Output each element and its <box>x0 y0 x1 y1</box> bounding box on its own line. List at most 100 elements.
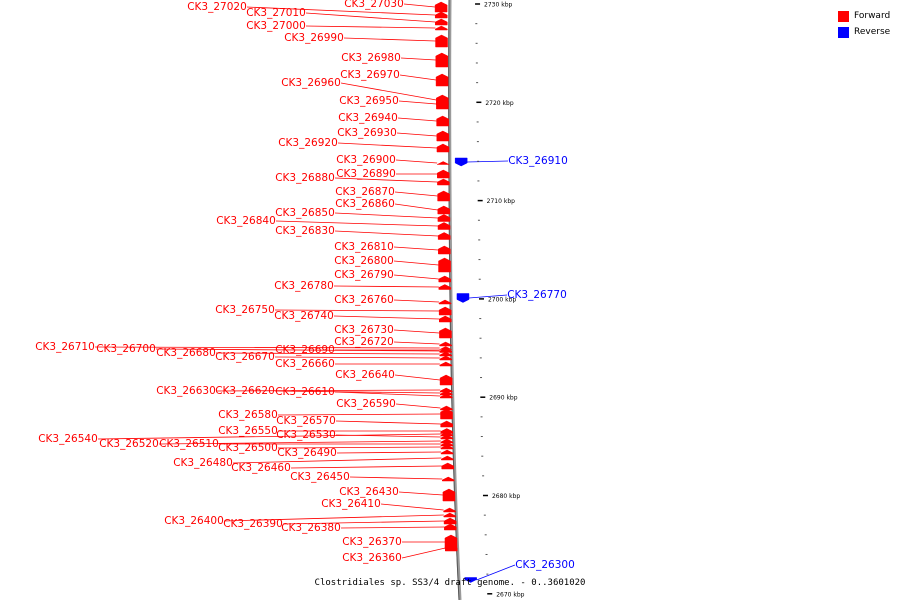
gene-feature-ck3_26490[interactable] <box>440 449 454 455</box>
gene-label-ck3_26680[interactable]: CK3_26680 <box>156 347 216 359</box>
gene-label-ck3_26810[interactable]: CK3_26810 <box>334 241 394 253</box>
gene-label-ck3_26710[interactable]: CK3_26710 <box>35 341 95 353</box>
gene-label-ck3_26970[interactable]: CK3_26970 <box>340 69 400 81</box>
gene-feature-ck3_27000[interactable] <box>435 25 448 31</box>
gene-feature-ck3_26910[interactable] <box>454 157 468 167</box>
gene-label-ck3_26530[interactable]: CK3_26530 <box>276 429 336 441</box>
gene-label-ck3_26840[interactable]: CK3_26840 <box>216 215 276 227</box>
gene-feature-ck3_26900[interactable] <box>437 161 450 165</box>
gene-label-ck3_26950[interactable]: CK3_26950 <box>339 95 399 107</box>
gene-feature-ck3_26750[interactable] <box>438 306 452 316</box>
gene-label-ck3_26890[interactable]: CK3_26890 <box>336 168 396 180</box>
gene-label-ck3_26390[interactable]: CK3_26390 <box>223 518 283 530</box>
gene-feature-ck3_26410[interactable] <box>443 507 456 513</box>
gene-label-ck3_26860[interactable]: CK3_26860 <box>335 198 395 210</box>
gene-feature-ck3_26830[interactable] <box>437 232 451 240</box>
gene-label-ck3_27010[interactable]: CK3_27010 <box>246 7 306 19</box>
gene-label-ck3_26450[interactable]: CK3_26450 <box>290 471 350 483</box>
gene-label-ck3_26370[interactable]: CK3_26370 <box>342 536 402 548</box>
gene-feature-ck3_26970[interactable] <box>435 73 449 87</box>
gene-feature-ck3_26640[interactable] <box>439 374 453 386</box>
gene-feature-ck3_26740[interactable] <box>439 315 452 323</box>
gene-label-ck3_26630[interactable]: CK3_26630 <box>156 385 216 397</box>
gene-feature-ck3_26990[interactable] <box>435 34 448 48</box>
gene-label-ck3_26540[interactable]: CK3_26540 <box>38 433 98 445</box>
gene-feature-ck3_26510[interactable] <box>440 441 454 447</box>
gene-feature-ck3_26720[interactable] <box>439 341 452 347</box>
gene-label-ck3_26570[interactable]: CK3_26570 <box>276 415 336 427</box>
gene-label-ck3_26800[interactable]: CK3_26800 <box>334 255 394 267</box>
gene-feature-ck3_26380[interactable] <box>444 523 457 531</box>
gene-feature-ck3_26620[interactable] <box>439 390 453 396</box>
gene-label-ck3_26460[interactable]: CK3_26460 <box>231 462 291 474</box>
gene-label-ck3_26580[interactable]: CK3_26580 <box>218 409 278 421</box>
gene-label-ck3_26510[interactable]: CK3_26510 <box>159 438 219 450</box>
gene-label-ck3_26700[interactable]: CK3_26700 <box>96 343 156 355</box>
gene-label-ck3_26490[interactable]: CK3_26490 <box>277 447 337 459</box>
gene-label-ck3_26480[interactable]: CK3_26480 <box>173 457 233 469</box>
gene-label-ck3_26640[interactable]: CK3_26640 <box>335 369 395 381</box>
gene-label-ck3_26360[interactable]: CK3_26360 <box>342 552 402 564</box>
gene-label-ck3_26500[interactable]: CK3_26500 <box>218 442 278 454</box>
gene-feature-ck3_27010[interactable] <box>435 18 448 26</box>
gene-label-ck3_26870[interactable]: CK3_26870 <box>335 186 395 198</box>
gene-feature-ck3_26590[interactable] <box>440 405 453 411</box>
gene-feature-ck3_26780[interactable] <box>438 284 452 290</box>
gene-label-ck3_26770[interactable]: CK3_26770 <box>507 289 567 301</box>
gene-label-ck3_26940[interactable]: CK3_26940 <box>338 112 398 124</box>
gene-label-ck3_26380[interactable]: CK3_26380 <box>281 522 341 534</box>
gene-feature-ck3_26430[interactable] <box>442 488 456 502</box>
gene-feature-ck3_26770[interactable] <box>456 293 470 303</box>
gene-label-ck3_26880[interactable]: CK3_26880 <box>275 172 335 184</box>
gene-feature-ck3_26580[interactable] <box>440 408 453 420</box>
gene-feature-ck3_26300[interactable] <box>464 577 477 583</box>
gene-feature-ck3_26850[interactable] <box>437 214 451 222</box>
gene-feature-ck3_26460[interactable] <box>441 462 454 470</box>
gene-label-ck3_26730[interactable]: CK3_26730 <box>334 324 394 336</box>
gene-label-ck3_26430[interactable]: CK3_26430 <box>339 486 399 498</box>
gene-label-ck3_26610[interactable]: CK3_26610 <box>275 386 335 398</box>
gene-feature-ck3_26390[interactable] <box>443 517 457 525</box>
gene-label-ck3_26990[interactable]: CK3_26990 <box>284 32 344 44</box>
gene-feature-ck3_26840[interactable] <box>437 222 451 230</box>
gene-label-ck3_26670[interactable]: CK3_26670 <box>215 351 275 363</box>
gene-label-ck3_26740[interactable]: CK3_26740 <box>274 310 334 322</box>
gene-label-ck3_26690[interactable]: CK3_26690 <box>275 344 335 356</box>
gene-feature-ck3_26940[interactable] <box>436 115 449 127</box>
gene-feature-ck3_26930[interactable] <box>436 130 450 142</box>
gene-label-ck3_27030[interactable]: CK3_27030 <box>344 0 404 10</box>
gene-feature-ck3_26400[interactable] <box>443 512 457 518</box>
gene-label-ck3_26590[interactable]: CK3_26590 <box>336 398 396 410</box>
gene-label-ck3_26720[interactable]: CK3_26720 <box>334 336 394 348</box>
gene-label-ck3_26960[interactable]: CK3_26960 <box>281 77 341 89</box>
gene-feature-ck3_26630[interactable] <box>439 387 453 393</box>
gene-feature-ck3_27020[interactable] <box>434 11 448 19</box>
gene-feature-ck3_26810[interactable] <box>438 245 451 255</box>
gene-feature-ck3_26530[interactable] <box>440 434 454 440</box>
gene-feature-ck3_26980[interactable] <box>435 52 449 68</box>
gene-label-ck3_26750[interactable]: CK3_26750 <box>215 304 275 316</box>
gene-label-ck3_26410[interactable]: CK3_26410 <box>321 498 381 510</box>
gene-label-ck3_26910[interactable]: CK3_26910 <box>508 155 568 167</box>
gene-label-ck3_27000[interactable]: CK3_27000 <box>246 20 306 32</box>
gene-feature-ck3_26680[interactable] <box>439 351 452 357</box>
gene-label-ck3_26760[interactable]: CK3_26760 <box>334 294 394 306</box>
gene-feature-ck3_26540[interactable] <box>440 431 454 437</box>
gene-feature-ck3_26370[interactable] <box>444 534 458 550</box>
gene-feature-ck3_26570[interactable] <box>440 420 453 428</box>
gene-feature-ck3_26360[interactable] <box>444 544 458 552</box>
gene-feature-ck3_26520[interactable] <box>440 438 454 444</box>
gene-feature-ck3_26800[interactable] <box>438 257 451 273</box>
gene-label-ck3_26980[interactable]: CK3_26980 <box>341 52 401 64</box>
gene-feature-ck3_26690[interactable] <box>439 347 452 353</box>
gene-label-ck3_26300[interactable]: CK3_26300 <box>515 559 575 571</box>
gene-feature-ck3_26920[interactable] <box>436 143 450 153</box>
gene-label-ck3_26850[interactable]: CK3_26850 <box>275 207 335 219</box>
gene-label-ck3_27020[interactable]: CK3_27020 <box>187 1 247 13</box>
gene-label-ck3_26830[interactable]: CK3_26830 <box>275 225 335 237</box>
gene-feature-ck3_26880[interactable] <box>437 178 450 186</box>
gene-feature-ck3_26730[interactable] <box>439 327 452 339</box>
gene-feature-ck3_26450[interactable] <box>442 476 455 482</box>
gene-feature-ck3_26660[interactable] <box>439 361 453 367</box>
gene-feature-ck3_26890[interactable] <box>437 169 450 179</box>
